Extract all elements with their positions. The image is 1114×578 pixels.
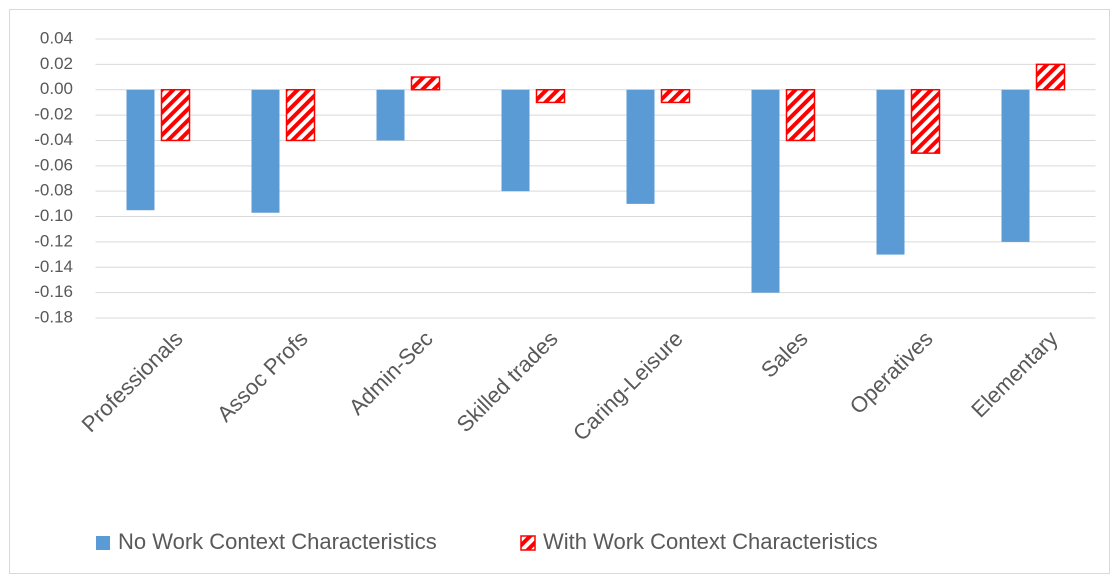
- bar: [660, 88, 691, 104]
- y-tick-label: 0.04: [40, 28, 73, 47]
- y-tick-label: -0.08: [34, 181, 73, 200]
- legend-swatch: [96, 536, 110, 550]
- bar: [1035, 63, 1066, 91]
- bar: [785, 88, 816, 142]
- bar: [501, 89, 530, 192]
- legend-label: With Work Context Characteristics: [543, 529, 878, 554]
- y-tick-label: 0.02: [40, 54, 73, 73]
- bar: [1001, 89, 1030, 242]
- legend-swatch: [520, 535, 536, 551]
- y-tick-label: -0.18: [34, 307, 73, 326]
- bar: [876, 89, 905, 255]
- bar: [410, 76, 441, 91]
- y-tick-label: -0.16: [34, 282, 73, 301]
- bar: [160, 88, 191, 142]
- y-tick-label: 0.00: [40, 79, 73, 98]
- y-tick-label: -0.02: [34, 105, 73, 124]
- y-tick-label: -0.10: [34, 206, 73, 225]
- bar: [376, 89, 405, 141]
- bar: [285, 88, 316, 142]
- y-tick-label: -0.12: [34, 231, 73, 250]
- y-tick-label: -0.04: [34, 130, 73, 149]
- bar: [751, 89, 780, 293]
- bar: [535, 88, 566, 104]
- bar: [626, 89, 655, 204]
- y-tick-label: -0.06: [34, 155, 73, 174]
- bar: [910, 88, 941, 154]
- legend-label: No Work Context Characteristics: [118, 529, 437, 554]
- bar: [126, 89, 155, 211]
- y-tick-label: -0.14: [34, 257, 73, 276]
- bar: [251, 89, 280, 213]
